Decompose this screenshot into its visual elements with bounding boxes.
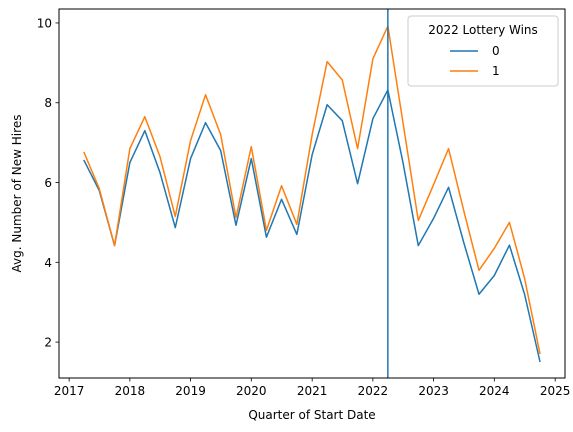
x-axis: 2017 2018 2019 2020 2021 2022 2023 2024 2025 <box>54 378 571 398</box>
x-tick-label: 2019 <box>175 384 206 398</box>
x-tick-label: 2018 <box>115 384 146 398</box>
x-tick-label: 2022 <box>358 384 389 398</box>
y-tick-label: 6 <box>44 176 52 190</box>
legend-label-series-1: 1 <box>492 64 500 78</box>
x-tick-label: 2024 <box>479 384 510 398</box>
plot-content <box>83 9 541 378</box>
y-axis: 2 4 6 8 10 <box>37 16 59 350</box>
legend-box <box>407 15 559 87</box>
y-tick-label: 4 <box>44 256 52 270</box>
x-tick-label: 2025 <box>540 384 571 398</box>
y-tick-label: 10 <box>37 16 52 30</box>
legend-label-series-0: 0 <box>492 44 500 58</box>
y-axis-label: Avg. Number of New Hires <box>10 115 24 273</box>
legend: 2022 Lottery Wins 0 1 <box>407 15 559 87</box>
x-axis-label: Quarter of Start Date <box>248 408 375 422</box>
x-tick-label: 2017 <box>54 384 85 398</box>
x-tick-label: 2020 <box>236 384 267 398</box>
y-tick-label: 2 <box>44 336 52 350</box>
series-line-1 <box>83 25 541 355</box>
legend-title: 2022 Lottery Wins <box>428 23 538 37</box>
x-tick-label: 2021 <box>297 384 328 398</box>
x-tick-label: 2023 <box>418 384 449 398</box>
series-line-0 <box>83 89 541 363</box>
y-tick-label: 8 <box>44 96 52 110</box>
